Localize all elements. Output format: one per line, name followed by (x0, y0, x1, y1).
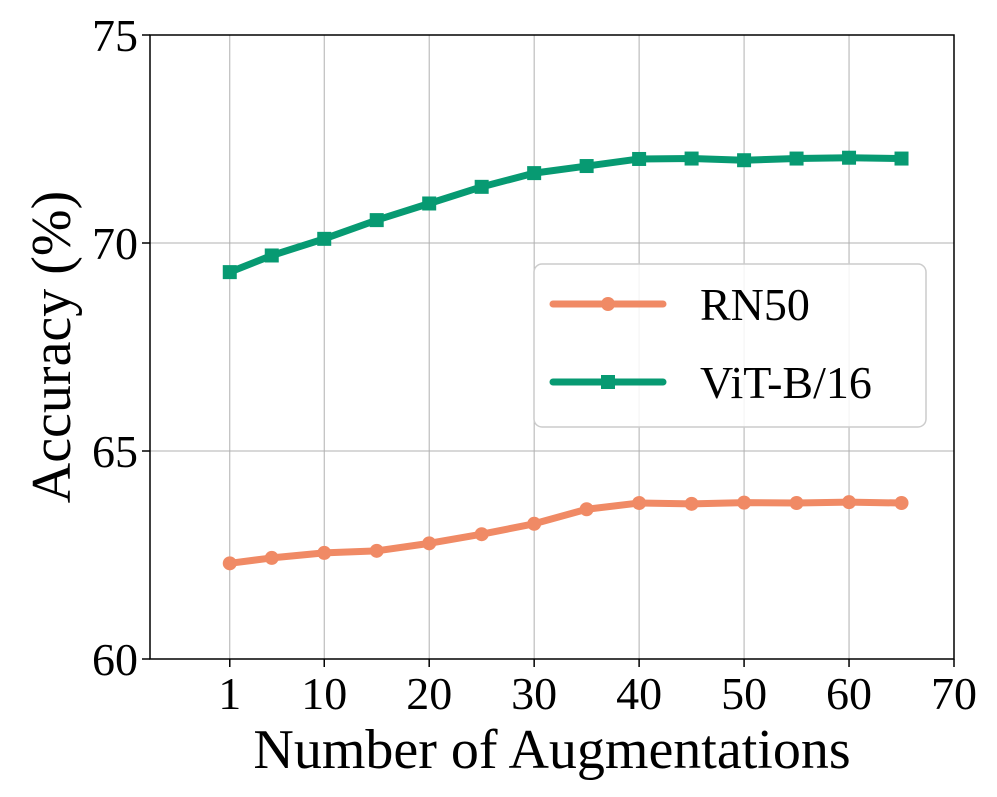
legend-entry-vit-b-16: ViT-B/16 (549, 357, 872, 408)
data-point-vit-b-16 (632, 151, 647, 166)
data-point-vit-b-16 (527, 166, 542, 181)
x-tick-label: 10 (301, 668, 347, 719)
y-axis-title: Accuracy (%) (21, 191, 83, 503)
data-point-vit-b-16 (894, 151, 909, 166)
x-tick-label: 50 (721, 668, 767, 719)
data-point-rn50 (579, 502, 594, 517)
series-line-rn50 (226, 498, 906, 567)
data-point-vit-b-16 (737, 153, 752, 168)
legend-entry-rn50: RN50 (549, 279, 810, 330)
data-point-rn50 (317, 545, 332, 560)
legend-label: RN50 (700, 279, 810, 330)
x-tick-label: 20 (406, 668, 452, 719)
data-point-vit-b-16 (369, 213, 384, 228)
y-tick-label: 60 (92, 634, 138, 685)
x-tick-label: 60 (826, 668, 872, 719)
data-point-rn50 (789, 496, 804, 510)
data-point-vit-b-16 (422, 196, 437, 211)
y-tick-label: 70 (92, 218, 138, 269)
series-vit-b-16 (222, 150, 909, 280)
data-point-rn50 (369, 543, 384, 558)
series-rn50 (222, 495, 909, 571)
x-axis-title: Number of Augmentations (253, 719, 850, 781)
data-point-rn50 (737, 495, 752, 510)
data-point-vit-b-16 (474, 179, 489, 194)
data-point-rn50 (264, 550, 279, 565)
y-tick-label: 75 (92, 10, 138, 61)
data-point-vit-b-16 (579, 159, 594, 174)
data-point-rn50 (632, 496, 647, 510)
data-point-vit-b-16 (684, 151, 699, 166)
legend-marker (601, 297, 615, 311)
series-line-vit-b-16 (226, 154, 906, 276)
data-point-rn50 (222, 556, 237, 571)
plot-frame (149, 34, 955, 660)
x-tick-label: 40 (616, 668, 662, 719)
data-point-vit-b-16 (789, 151, 804, 166)
data-point-rn50 (474, 527, 489, 542)
data-point-vit-b-16 (222, 265, 237, 280)
data-point-vit-b-16 (842, 150, 857, 165)
data-point-rn50 (527, 516, 542, 531)
x-tick-label: 30 (511, 668, 557, 719)
data-point-vit-b-16 (264, 248, 279, 263)
legend-label: ViT-B/16 (700, 357, 872, 408)
y-tick-label: 65 (92, 426, 138, 477)
data-point-rn50 (684, 496, 699, 511)
series-layer (222, 150, 909, 571)
data-point-rn50 (422, 536, 437, 551)
x-tick-label: 70 (931, 668, 977, 719)
legend: RN50 ViT-B/16 (533, 263, 927, 428)
ticks: 1 10 20 30 40 50 60 70 60 65 70 75 (92, 10, 977, 719)
legend-marker (601, 375, 615, 389)
x-tick-label: 1 (218, 668, 241, 719)
data-point-vit-b-16 (317, 231, 332, 246)
data-point-rn50 (842, 495, 857, 510)
data-point-rn50 (894, 496, 909, 510)
